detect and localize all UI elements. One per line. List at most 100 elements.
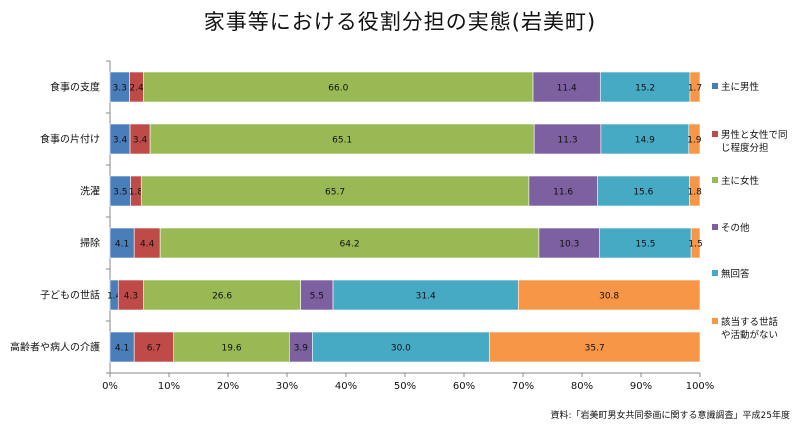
data-label: 1.5 — [688, 240, 702, 250]
data-label: 3.3 — [113, 84, 127, 94]
bar-segment — [528, 175, 598, 207]
category-label: 洗濯 — [80, 186, 100, 198]
legend-label: 該当する世話 — [721, 316, 779, 328]
bar-segment — [109, 331, 135, 363]
data-label: 2.4 — [129, 84, 144, 94]
bar-segment — [600, 123, 690, 155]
chart-title: 家事等における役割分担の実態(岩美町) — [203, 10, 597, 34]
data-label: 64.2 — [340, 240, 360, 250]
data-label: 5.5 — [310, 292, 324, 302]
x-tick-label: 80% — [571, 381, 593, 392]
bar-segment — [159, 227, 540, 259]
legend-label: じ程度分担 — [721, 142, 769, 154]
x-tick-label: 10% — [158, 381, 180, 392]
legend-swatch — [712, 131, 718, 137]
legend-label: その他 — [721, 222, 750, 234]
bar-segments: 3.3 2.4 66.0 11.4 15.2 1.7 3.4 3.4 65.1 11.3 14.9 1… — [107, 71, 703, 363]
category-label: 子どもの世話 — [40, 289, 100, 302]
plot-area — [109, 61, 700, 374]
bar-segment — [332, 279, 519, 311]
data-label: 11.4 — [557, 84, 577, 94]
bar-segment — [143, 71, 534, 103]
data-label: 4.1 — [115, 344, 129, 354]
category-label: 食事の支度 — [50, 81, 100, 94]
data-label: 66.0 — [328, 84, 348, 94]
data-label: 26.6 — [212, 292, 232, 302]
data-label: 1.8 — [129, 188, 144, 198]
data-label: 65.1 — [332, 136, 352, 146]
bar-segment — [538, 227, 600, 259]
x-tick-label: 40% — [335, 381, 357, 392]
bar-segment — [689, 175, 701, 207]
bar-segment — [532, 71, 601, 103]
data-label: 1.9 — [687, 136, 702, 146]
data-label: 4.1 — [115, 240, 129, 250]
data-label: 3.9 — [294, 344, 309, 354]
bar-segment — [173, 331, 290, 363]
x-tick-label: 50% — [394, 381, 416, 392]
bar-segment — [109, 227, 135, 259]
bar-segment — [599, 227, 692, 259]
bar-segment — [689, 71, 701, 103]
data-label: 11.6 — [553, 188, 573, 198]
legend-label: 主に女性 — [721, 175, 760, 187]
data-label: 15.2 — [635, 84, 655, 94]
data-label: 35.7 — [585, 344, 605, 354]
legend-swatch — [712, 177, 718, 183]
x-tick-label: 30% — [276, 381, 298, 392]
data-label: 65.7 — [325, 188, 345, 198]
x-tick-label: 60% — [453, 381, 475, 392]
data-label: 4.4 — [140, 240, 155, 250]
data-label: 11.3 — [558, 136, 578, 146]
category-label: 高齢者や病人の介護 — [10, 341, 100, 354]
legend-swatch — [712, 224, 718, 230]
data-label: 1.8 — [688, 188, 703, 198]
data-label: 19.6 — [222, 344, 242, 354]
bar-segment — [599, 71, 691, 103]
x-tick-label: 20% — [217, 381, 239, 392]
data-label: 1.7 — [688, 84, 702, 94]
bar-segment — [517, 279, 701, 311]
bar-segment — [140, 175, 530, 207]
legend-swatch — [712, 318, 718, 324]
legend-label: 男性と女性で同 — [721, 129, 788, 141]
data-label: 3.5 — [113, 188, 127, 198]
x-axis-ticks: 0% 10% 20% 30% 40% 50% 60% 70% 80% 90% 100% — [102, 373, 714, 392]
bar-segment — [597, 175, 690, 207]
bar-segment — [133, 227, 161, 259]
legend-label: や活動がない — [721, 329, 778, 341]
data-label: 15.6 — [633, 188, 653, 198]
x-tick-label: 100% — [686, 381, 715, 392]
bar-segment — [143, 279, 301, 311]
data-label: 3.4 — [133, 136, 148, 146]
bar-segment — [690, 227, 701, 259]
data-label: 1.4 — [107, 292, 122, 302]
legend-label: 無回答 — [721, 268, 750, 280]
bar-segment — [149, 123, 535, 155]
data-label: 30.0 — [391, 344, 411, 354]
data-label: 4.3 — [124, 292, 138, 302]
x-tick-label: 0% — [102, 381, 118, 392]
x-tick-label: 70% — [512, 381, 534, 392]
bar-segment — [133, 331, 175, 363]
data-label: 14.9 — [635, 136, 655, 146]
category-label: 掃除 — [80, 237, 100, 250]
data-label: 31.4 — [416, 292, 436, 302]
data-label: 10.3 — [559, 240, 579, 250]
data-label: 6.7 — [147, 344, 161, 354]
source-note: 資料:「岩美町男女共同参画に関する意識調査」平成25年度 — [550, 411, 791, 421]
data-label: 15.5 — [635, 240, 655, 250]
category-label: 食事の片付け — [40, 133, 100, 146]
legend-swatch — [712, 83, 718, 89]
bar-segment — [489, 331, 701, 363]
bar-segment — [688, 123, 701, 155]
bar-segment — [533, 123, 602, 155]
legend-label: 主に男性 — [721, 81, 760, 93]
bar-segment — [300, 279, 334, 311]
x-tick-label: 90% — [630, 381, 652, 392]
legend-swatch — [712, 270, 718, 276]
data-label: 3.4 — [113, 136, 128, 146]
